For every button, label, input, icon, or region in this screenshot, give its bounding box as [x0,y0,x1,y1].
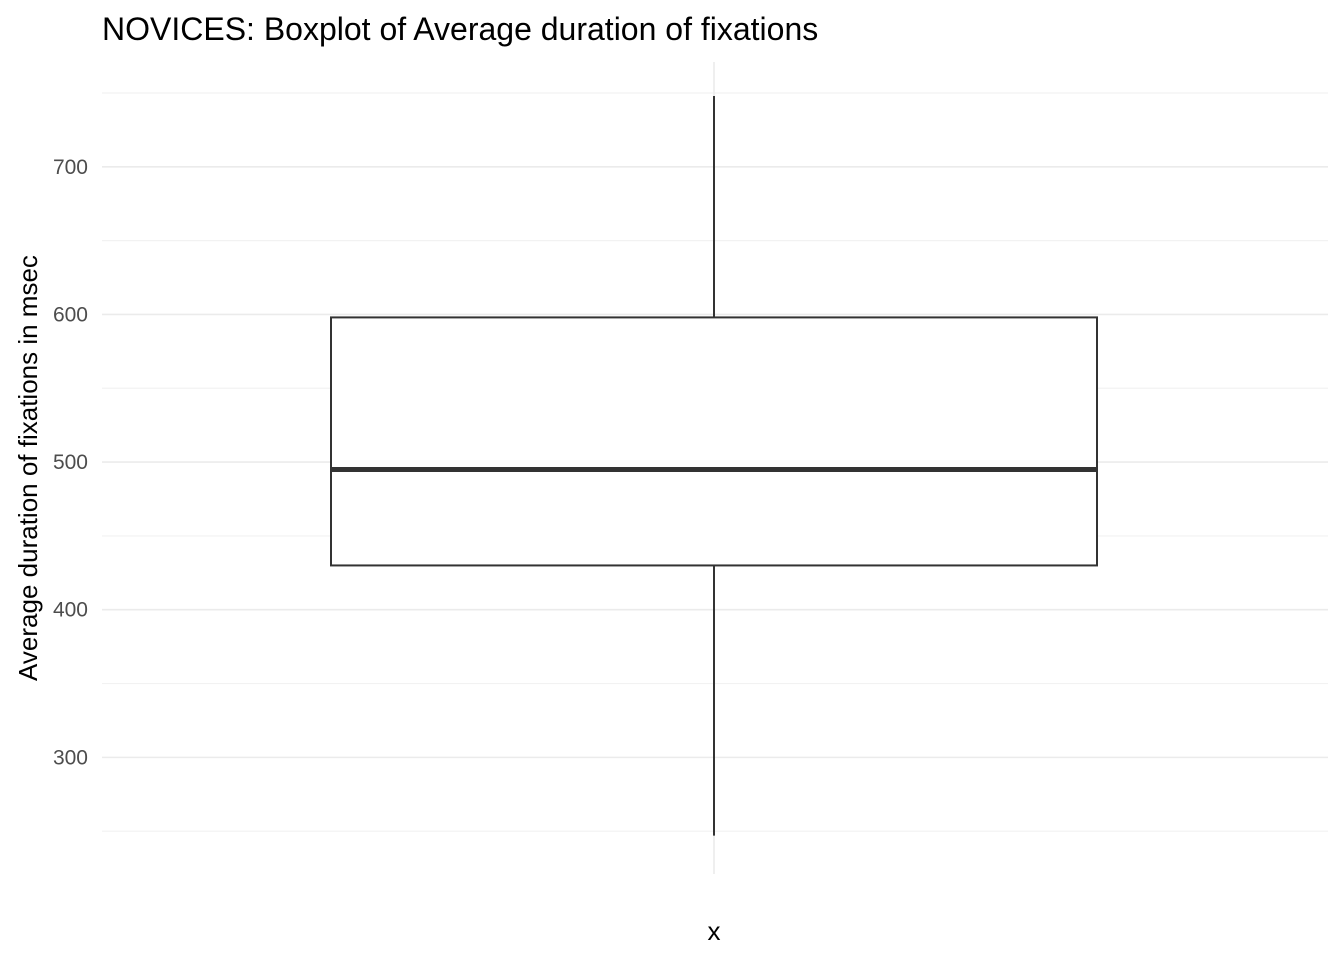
x-axis-label: x [708,916,721,946]
y-tick-label: 400 [53,599,88,622]
box-iqr [330,316,1098,567]
chart-title: NOVICES: Boxplot of Average duration of … [102,11,818,47]
y-tick-label: 700 [53,156,88,179]
box-layer [330,95,1098,836]
y-tick-labels: 300 400 500 600 700 [53,156,88,770]
y-tick-label: 500 [53,451,88,474]
y-axis-label: Average duration of fixations in msec [13,255,43,681]
y-tick-label: 300 [53,746,88,769]
y-tick-label: 600 [53,303,88,326]
